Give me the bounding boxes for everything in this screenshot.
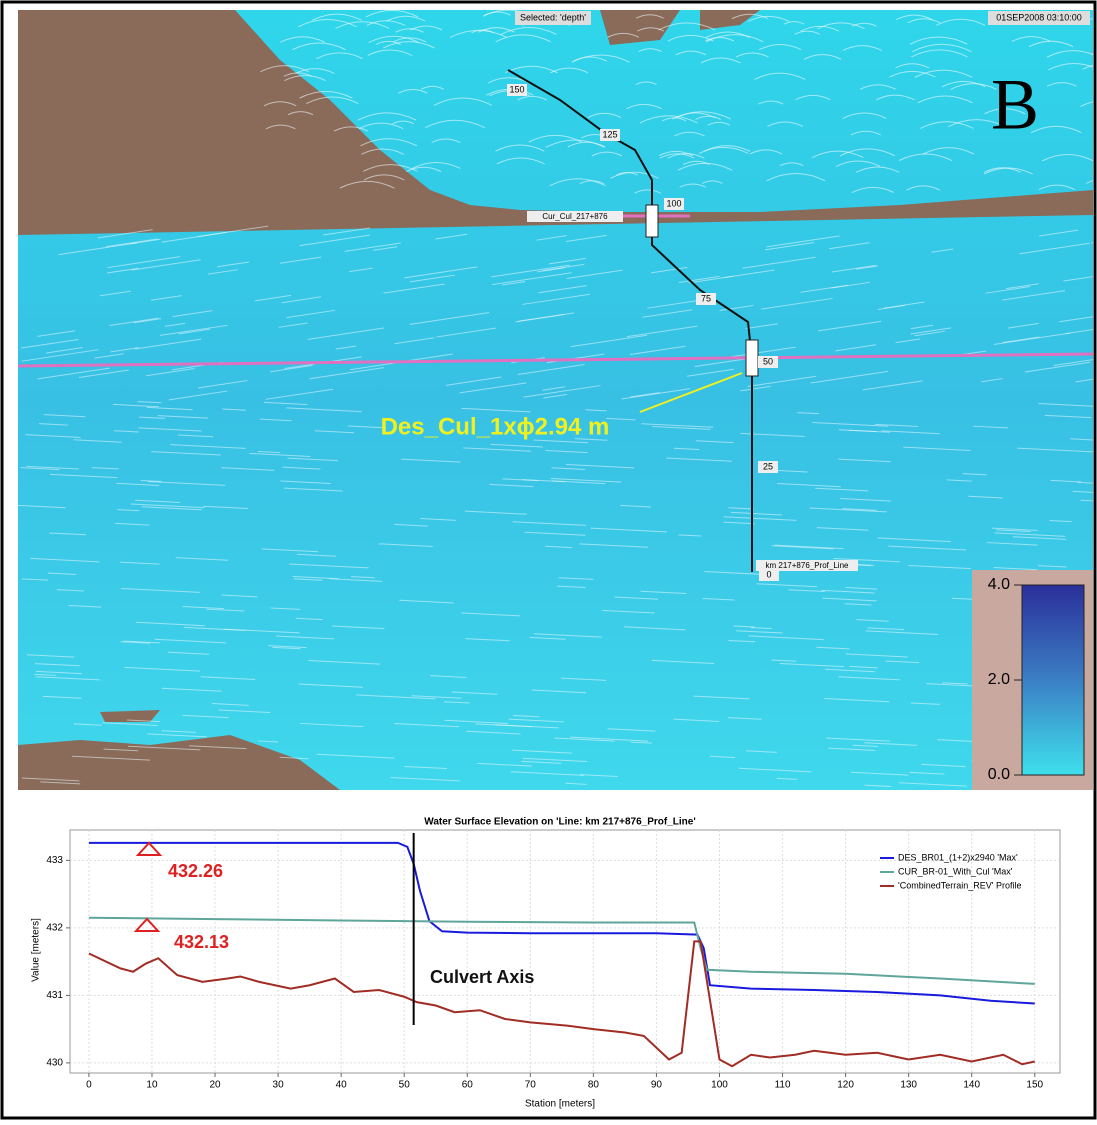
- legend-label: 'CombinedTerrain_REV' Profile: [898, 880, 1022, 890]
- station-label: 50: [763, 356, 773, 366]
- station-label: 150: [509, 84, 524, 94]
- x-tick-label: 20: [209, 1080, 221, 1091]
- colorbar-tick-label: 4.0: [988, 576, 1010, 593]
- annotation: Culvert Axis: [430, 967, 534, 987]
- panel-letter: B: [991, 65, 1039, 145]
- y-tick-label: 433: [46, 855, 63, 866]
- x-tick-label: 60: [462, 1080, 474, 1091]
- station-label: 125: [602, 129, 617, 139]
- colorbar-tick-label: 2.0: [988, 671, 1010, 688]
- culvert: [746, 340, 758, 376]
- annotation: 432.13: [174, 932, 229, 952]
- x-tick-label: 150: [1026, 1080, 1043, 1091]
- x-tick-label: 0: [86, 1080, 92, 1091]
- colorbar-tick-label: 0.0: [988, 766, 1010, 783]
- legend-label: CUR_BR-01_With_Cul 'Max': [898, 866, 1013, 876]
- profile-line-label: km 217+876_Prof_Line: [766, 561, 850, 570]
- station-label: 100: [666, 198, 681, 208]
- y-tick-label: 432: [46, 923, 63, 934]
- y-axis-label: Value [meters]: [31, 918, 42, 982]
- legend-label: DES_BR01_(1+2)x2940 'Max': [898, 852, 1018, 862]
- road-label: Cur_Cul_217+876: [542, 212, 608, 221]
- colorbar: [1022, 585, 1084, 775]
- y-tick-label: 431: [46, 990, 63, 1001]
- x-tick-label: 70: [525, 1080, 537, 1091]
- chart: Water Surface Elevation on 'Line: km 217…: [31, 817, 1060, 1110]
- x-tick-label: 40: [336, 1080, 348, 1091]
- x-tick-label: 130: [900, 1080, 917, 1091]
- annotation: 432.26: [168, 861, 223, 881]
- station-label: 0: [766, 569, 771, 579]
- map: Selected: 'depth' 01SEP2008 03:10:00 B D…: [18, 10, 1097, 790]
- culvert-label: Des_Cul_1xϕ2.94 m: [381, 413, 610, 440]
- timestamp: 01SEP2008 03:10:00: [996, 12, 1082, 22]
- chart-title: Water Surface Elevation on 'Line: km 217…: [424, 817, 695, 828]
- x-tick-label: 80: [588, 1080, 600, 1091]
- culvert: [646, 205, 658, 237]
- x-tick-label: 10: [146, 1080, 158, 1091]
- x-tick-label: 120: [837, 1080, 854, 1091]
- selected-label: Selected: 'depth': [520, 12, 586, 22]
- x-tick-label: 100: [711, 1080, 728, 1091]
- station-label: 75: [701, 293, 711, 303]
- x-tick-label: 90: [651, 1080, 663, 1091]
- station-label: 25: [763, 461, 773, 471]
- x-tick-label: 110: [775, 1080, 791, 1091]
- x-axis-label: Station [meters]: [525, 1099, 595, 1110]
- x-tick-label: 30: [273, 1080, 285, 1091]
- x-tick-label: 50: [399, 1080, 411, 1091]
- y-tick-label: 430: [46, 1058, 63, 1069]
- screenshot: Selected: 'depth' 01SEP2008 03:10:00 B D…: [0, 0, 1097, 1120]
- x-tick-label: 140: [963, 1080, 980, 1091]
